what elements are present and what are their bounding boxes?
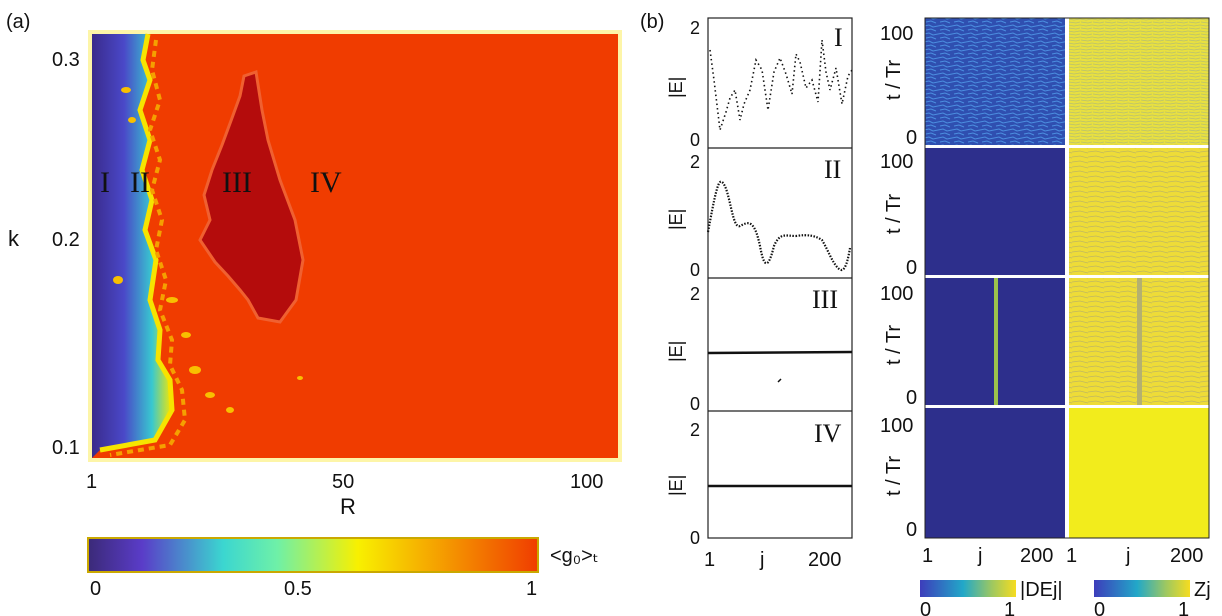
e-plot-label-iv: IV (814, 419, 842, 448)
map-de-xlabel-j: j (977, 545, 982, 567)
e-plot-ytick-top-ii: 2 (690, 152, 700, 172)
map-ytick-bottom-3: 0 (906, 387, 917, 409)
colorbar-de: |DEj| 0 1 (920, 579, 1063, 616)
e-series-iii-outlier (777, 378, 782, 383)
e-plot-ylabel-i: |E| (666, 77, 686, 98)
map-ytick-top-2: 100 (880, 151, 913, 173)
e-plot-xtick-1: 1 (704, 549, 715, 571)
e-plot-xtick-200: 200 (808, 549, 841, 571)
map-de-row-ii (925, 148, 1065, 275)
heatmap-a-fringe-islands (113, 87, 303, 413)
y-tick-0-3: 0.3 (52, 49, 80, 71)
x-tick-50: 50 (332, 471, 354, 493)
x-tick-100: 100 (570, 471, 603, 493)
map-ylabel-3: t / Tr (883, 325, 905, 365)
map-ytick-top-1: 100 (880, 23, 913, 45)
e-plot-label-iii: III (812, 285, 838, 314)
map-ytick-bottom-1: 0 (906, 127, 917, 149)
e-series-i (709, 39, 853, 131)
heatmap-a-region-low (92, 34, 172, 458)
x-tick-1: 1 (86, 471, 97, 493)
heatmap-a-region-iii (198, 70, 305, 324)
heatmap-a-orange-fringe (109, 39, 188, 457)
map-z-xlabel-j: j (1125, 545, 1130, 567)
e-plot-ytick-bottom-ii: 0 (690, 260, 700, 280)
map-z-row-iv (1069, 408, 1209, 538)
spacetime-maps: 100 0 t / Tr 100 0 t / Tr 100 0 t / Tr 1… (880, 17, 1210, 567)
y-tick-0-1: 0.1 (52, 437, 80, 459)
e-plot-ylabel-iii: |E| (666, 341, 686, 362)
e-plot-ytick-top-i: 2 (690, 18, 700, 38)
colorbar-de-label: |DEj| (1020, 579, 1063, 601)
e-plot-xlabel-j: j (759, 549, 764, 571)
e-plot-ylabel-iv: |E| (666, 475, 686, 496)
e-plot-ytick-top-iii: 2 (690, 284, 700, 304)
map-z-xtick-200: 200 (1170, 545, 1203, 567)
e-plot-ylabel-ii: |E| (666, 209, 686, 230)
colorbar-a-bar (87, 537, 539, 573)
e-series-iii (707, 350, 853, 355)
colorbar-de-bar (920, 580, 1016, 597)
map-ytick-top-4: 100 (880, 415, 913, 437)
heatmap-a-region-labels: I II III IV (100, 166, 342, 199)
map-ytick-top-3: 100 (880, 283, 913, 305)
map-ytick-bottom-4: 0 (906, 519, 917, 541)
map-de-row-i (925, 18, 1065, 145)
colorbar-a-tick-0-5: 0.5 (284, 578, 312, 600)
region-label-iii: III (222, 166, 252, 199)
e-plot-label-ii: II (824, 155, 841, 184)
heatmap-a-axes: 0.3 0.2 0.1 k 1 50 100 R (8, 49, 603, 519)
region-label-i: I (100, 166, 110, 199)
region-label-ii: II (130, 166, 150, 199)
e-plot-ytick-top-iv: 2 (690, 420, 700, 440)
colorbar-z-label: Zj (1194, 579, 1211, 601)
colorbar-z: Zj 0 1 (1094, 579, 1211, 616)
e-series-ii (706, 180, 852, 272)
map-ylabel-4: t / Tr (883, 456, 905, 496)
panel-label-b: (b) (640, 11, 664, 33)
map-z-row-iii-stripe (1137, 278, 1142, 405)
map-z-row-ii (1069, 148, 1209, 275)
colorbar-a-tick-1: 1 (526, 578, 537, 600)
map-de-row-iii-stripe (994, 278, 998, 405)
x-axis-label-r: R (340, 494, 356, 519)
panel-label-a: (a) (6, 11, 30, 33)
e-plot-row-iii: III 2 0 |E| (666, 284, 853, 414)
colorbar-de-tick-0: 0 (920, 599, 931, 616)
heatmap-a-background (92, 34, 618, 458)
e-plot-label-i: I (834, 23, 843, 52)
e-plot-row-i: I 2 0 |E| (666, 18, 853, 150)
map-ylabel-2: t / Tr (883, 194, 905, 234)
e-plot-ytick-bottom-i: 0 (690, 130, 700, 150)
heatmap-a (88, 30, 622, 462)
colorbar-a-tick-0: 0 (90, 578, 101, 600)
colorbar-z-bar (1094, 580, 1190, 597)
e-plot-row-ii: II 2 0 |E| (666, 152, 852, 280)
e-plot-row-iv: IV 2 0 |E| (666, 419, 852, 548)
e-profile-plots: I 2 0 |E| II 2 0 |E| III 2 0 |E| IV 2 0 (666, 17, 853, 571)
colorbar-z-tick-1: 1 (1178, 599, 1189, 616)
map-de-xtick-200: 200 (1020, 545, 1053, 567)
map-z-row-i (1069, 18, 1209, 145)
map-ytick-bottom-2: 0 (906, 257, 917, 279)
map-ylabel-1: t / Tr (883, 60, 905, 100)
colorbar-de-tick-1: 1 (1004, 599, 1015, 616)
colorbar-a-label: <g₀>ₜ (550, 545, 599, 567)
map-de-xtick-1: 1 (922, 545, 933, 567)
colorbar-a: <g₀>ₜ 0 0.5 1 (87, 537, 599, 600)
colorbar-z-tick-0: 0 (1094, 599, 1105, 616)
region-label-iv: IV (310, 166, 342, 199)
map-de-row-iv (925, 408, 1065, 538)
y-axis-label-k: k (8, 226, 20, 251)
map-z-xtick-1: 1 (1066, 545, 1077, 567)
y-tick-0-2: 0.2 (52, 229, 80, 251)
e-plot-ytick-bottom-iv: 0 (690, 528, 700, 548)
e-plot-ytick-bottom-iii: 0 (690, 394, 700, 414)
heatmap-a-yellow-edge (99, 33, 175, 453)
